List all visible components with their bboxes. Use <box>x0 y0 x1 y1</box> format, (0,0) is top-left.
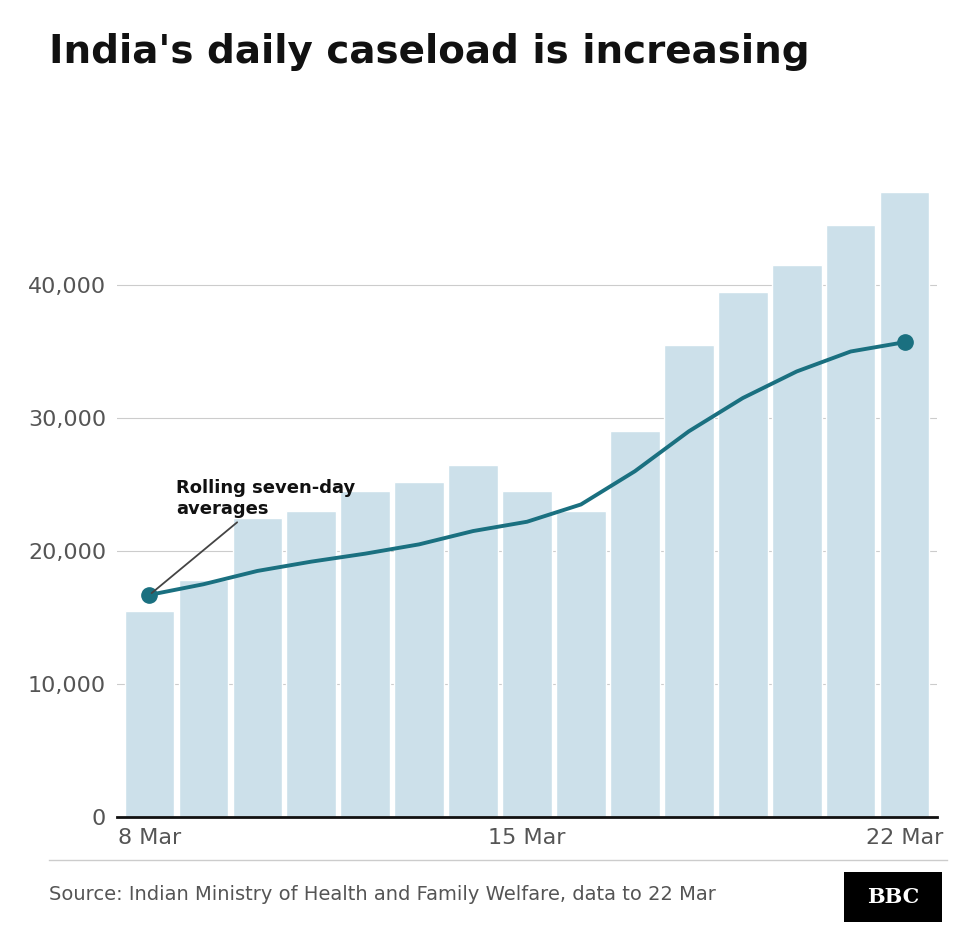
Bar <box>394 482 444 817</box>
Bar <box>232 518 282 817</box>
Bar <box>718 292 767 817</box>
Text: Source: Indian Ministry of Health and Family Welfare, data to 22 Mar: Source: Indian Ministry of Health and Fa… <box>49 885 715 904</box>
Bar <box>610 431 660 817</box>
Bar <box>287 511 336 817</box>
Bar <box>503 491 551 817</box>
Bar <box>448 465 498 817</box>
Bar <box>826 225 875 817</box>
Bar <box>179 580 228 817</box>
Bar <box>772 265 822 817</box>
Bar <box>664 345 713 817</box>
Bar <box>879 192 929 817</box>
Bar <box>556 511 606 817</box>
Bar <box>341 491 390 817</box>
Text: Rolling seven-day
averages: Rolling seven-day averages <box>151 479 355 593</box>
Text: India's daily caseload is increasing: India's daily caseload is increasing <box>49 33 809 71</box>
Text: BBC: BBC <box>867 886 919 907</box>
Bar <box>125 611 175 817</box>
